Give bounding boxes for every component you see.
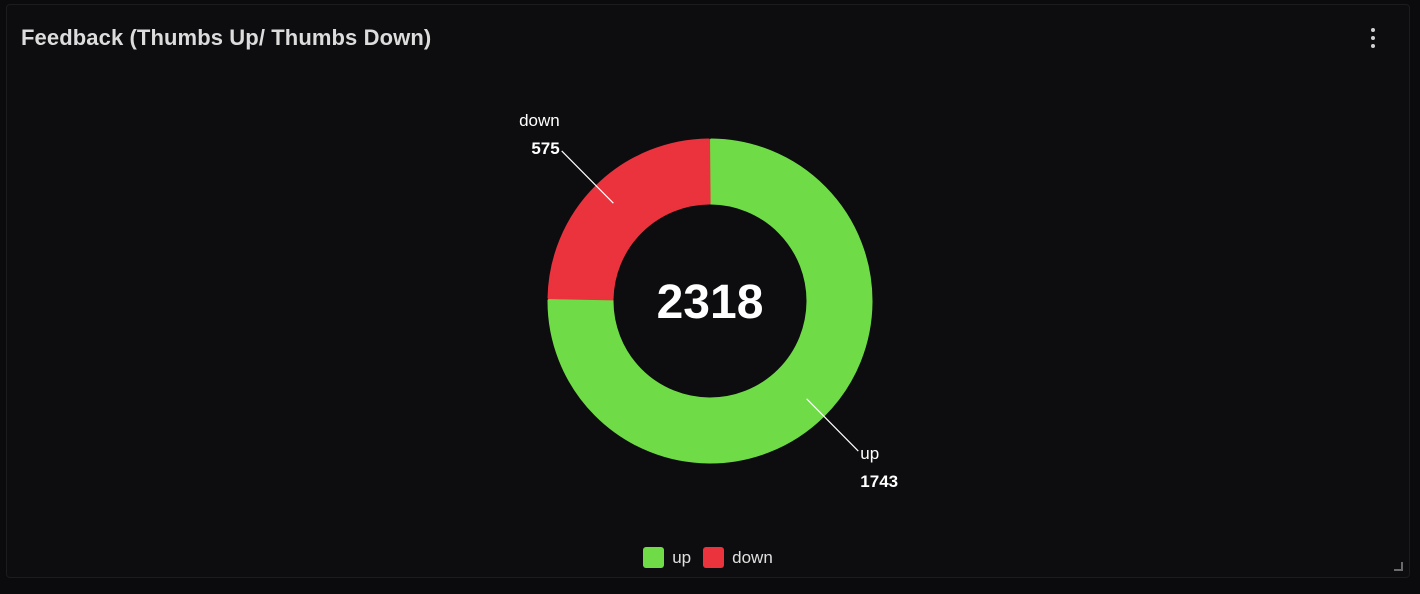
slice-label-up: up <box>860 444 879 463</box>
slice-up[interactable] <box>547 138 873 464</box>
chart-legend: up down <box>7 547 1409 568</box>
legend-item-up[interactable]: up <box>643 547 691 568</box>
panel-title: Feedback (Thumbs Up/ Thumbs Down) <box>21 25 432 50</box>
resize-corner-icon[interactable] <box>1394 562 1403 571</box>
legend-label-down: down <box>732 547 773 567</box>
legend-label-up: up <box>672 547 692 567</box>
donut-center-total: 2318 <box>657 276 764 329</box>
donut-chart: up 1743 down 575 2318 <box>519 111 898 491</box>
legend-swatch-down <box>703 547 725 568</box>
slice-value-down: 575 <box>531 139 559 158</box>
chart-panel: Feedback (Thumbs Up/ Thumbs Down) up 1743… <box>6 4 1410 578</box>
more-options-button[interactable] <box>1363 25 1383 51</box>
slice-down[interactable] <box>547 138 711 301</box>
leader-line-down <box>561 150 614 204</box>
legend-swatch-up <box>643 547 665 568</box>
legend-item-down[interactable]: down <box>703 547 773 568</box>
slice-value-up: 1743 <box>860 472 898 491</box>
leader-line-up <box>806 398 859 452</box>
slice-label-down: down <box>519 111 560 130</box>
more-vertical-icon <box>1371 28 1375 48</box>
